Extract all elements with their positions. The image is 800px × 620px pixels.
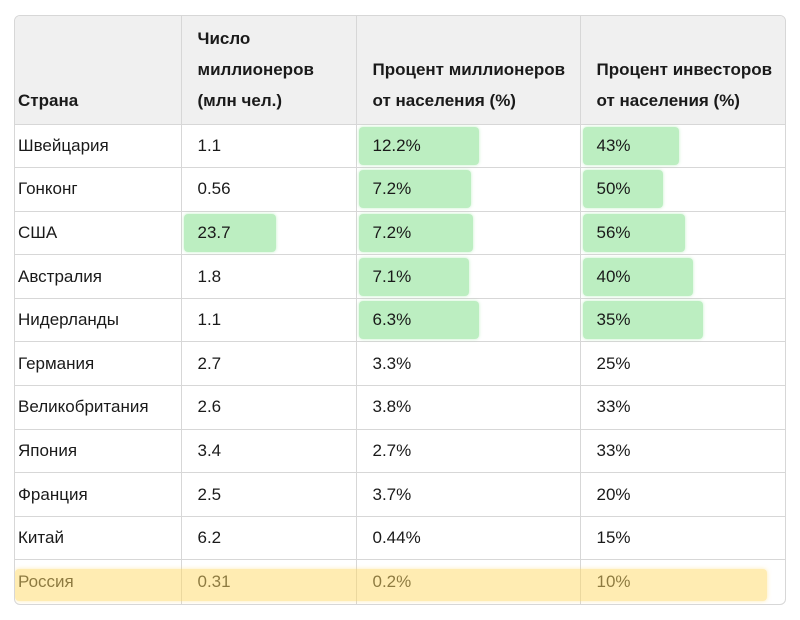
millionaires-cell: 2.6 bbox=[181, 385, 357, 430]
green-highlight: 35% bbox=[582, 301, 703, 340]
country-cell: Германия bbox=[15, 341, 182, 387]
millionaires-pct-value: 7.2% bbox=[372, 179, 412, 199]
millionaires-pct-cell: 7.1% bbox=[356, 254, 581, 299]
table-row: Япония 3.4 2.7% 33% bbox=[15, 429, 785, 474]
investors-pct-value: 35% bbox=[596, 310, 631, 330]
table-row: Франция 2.5 3.7% 20% bbox=[15, 472, 785, 517]
investors-pct-cell: 35% bbox=[580, 298, 785, 343]
investors-pct-value: 43% bbox=[596, 135, 631, 155]
table-row: Австралия 1.8 7.1% 40% bbox=[15, 254, 785, 299]
header-row: Страна Число миллионеров (млн чел.) Проц… bbox=[15, 16, 785, 125]
investors-pct-value: 50% bbox=[596, 179, 631, 199]
country-cell: Япония bbox=[15, 429, 182, 474]
table-row: Нидерланды 1.1 6.3% 35% bbox=[15, 298, 785, 343]
country-cell: Франция bbox=[15, 472, 182, 517]
investors-pct-cell: 20% bbox=[580, 472, 785, 517]
millionaires-pct-cell: 3.7% bbox=[356, 472, 581, 517]
green-highlight: 7.2% bbox=[358, 213, 472, 252]
country-cell: Нидерланды bbox=[15, 298, 182, 343]
investors-pct-cell: 40% bbox=[580, 254, 785, 299]
investors-pct-cell: 43% bbox=[580, 124, 785, 169]
millionaires-pct-cell: 7.2% bbox=[356, 167, 581, 212]
investors-pct-cell: 50% bbox=[580, 167, 785, 212]
millionaires-cell: 6.2 bbox=[181, 516, 357, 561]
millionaires-table: Страна Число миллионеров (млн чел.) Проц… bbox=[15, 16, 785, 604]
table-row: Россия 0.31 0.2% 10% bbox=[15, 559, 785, 604]
investors-pct-cell: 15% bbox=[580, 516, 785, 561]
millionaires-cell: 2.5 bbox=[181, 472, 357, 517]
millionaires-cell: 1.8 bbox=[181, 254, 357, 299]
header-country: Страна bbox=[15, 16, 182, 125]
millionaires-cell: 0.31 bbox=[181, 559, 357, 604]
country-cell: Австралия bbox=[15, 254, 182, 299]
millionaires-pct-cell: 7.2% bbox=[356, 211, 581, 256]
green-highlight: 43% bbox=[582, 126, 679, 165]
millionaires-pct-value: 7.2% bbox=[372, 222, 412, 242]
green-highlight: 7.2% bbox=[358, 170, 470, 209]
millionaires-cell: 23.7 bbox=[181, 211, 357, 256]
green-highlight: 12.2% bbox=[358, 126, 479, 165]
table-row: Китай 6.2 0.44% 15% bbox=[15, 516, 785, 561]
millionaires-pct-value: 6.3% bbox=[372, 310, 412, 330]
table-row: Гонконг 0.56 7.2% 50% bbox=[15, 167, 785, 212]
millionaires-pct-value: 7.1% bbox=[372, 266, 412, 286]
millionaires-cell: 1.1 bbox=[181, 124, 357, 169]
investors-pct-cell: 33% bbox=[580, 429, 785, 474]
table-row: Швейцария 1.1 12.2% 43% bbox=[15, 124, 785, 169]
millionaires-value: 23.7 bbox=[197, 222, 231, 242]
investors-pct-cell: 56% bbox=[580, 211, 785, 256]
millionaires-cell: 2.7 bbox=[181, 341, 357, 387]
table-row: США 23.7 7.2% 56% bbox=[15, 211, 785, 256]
header-investors-pct: Процент инвесторов от населения (%) bbox=[580, 16, 785, 125]
millionaires-pct-cell: 12.2% bbox=[356, 124, 581, 169]
table-row: Германия 2.7 3.3% 25% bbox=[15, 341, 785, 387]
country-cell: Швейцария bbox=[15, 124, 182, 169]
millionaires-pct-cell: 3.3% bbox=[356, 341, 581, 387]
investors-pct-value: 56% bbox=[596, 222, 631, 242]
millionaires-pct-cell: 6.3% bbox=[356, 298, 581, 343]
investors-pct-cell: 10% bbox=[596, 571, 631, 591]
millionaires-cell: 0.56 bbox=[181, 167, 357, 212]
millionaires-pct-cell: 0.44% bbox=[356, 516, 581, 561]
country-cell: Великобритания bbox=[15, 385, 182, 430]
millionaires-cell: 3.4 bbox=[181, 429, 357, 474]
investors-pct-cell: 25% bbox=[580, 341, 785, 387]
green-highlight: 50% bbox=[582, 170, 663, 209]
millionaires-cell: 1.1 bbox=[181, 298, 357, 343]
table-row: Великобритания 2.6 3.8% 33% bbox=[15, 385, 785, 430]
country-cell: Китай bbox=[15, 516, 182, 561]
investors-pct-cell: 33% bbox=[580, 385, 785, 430]
millionaires-pct-cell: 3.8% bbox=[356, 385, 581, 430]
millionaires-pct-cell: 0.2% bbox=[356, 559, 581, 604]
investors-pct-value: 40% bbox=[596, 266, 631, 286]
country-cell: США bbox=[15, 211, 182, 256]
green-highlight: 40% bbox=[582, 257, 693, 296]
millionaires-pct-value: 12.2% bbox=[372, 135, 421, 155]
country-cell: Россия bbox=[15, 559, 182, 604]
green-highlight: 23.7 bbox=[183, 213, 276, 252]
green-highlight: 7.1% bbox=[358, 257, 468, 296]
green-highlight: 6.3% bbox=[358, 301, 478, 340]
millionaires-pct-cell: 2.7% bbox=[356, 429, 581, 474]
header-millionaires: Число миллионеров (млн чел.) bbox=[181, 16, 357, 125]
country-cell: Гонконг bbox=[15, 167, 182, 212]
header-millionaires-pct: Процент миллионеров от населения (%) bbox=[356, 16, 581, 125]
green-highlight: 56% bbox=[582, 213, 685, 252]
millionaires-table-frame: Страна Число миллионеров (млн чел.) Проц… bbox=[14, 15, 786, 605]
